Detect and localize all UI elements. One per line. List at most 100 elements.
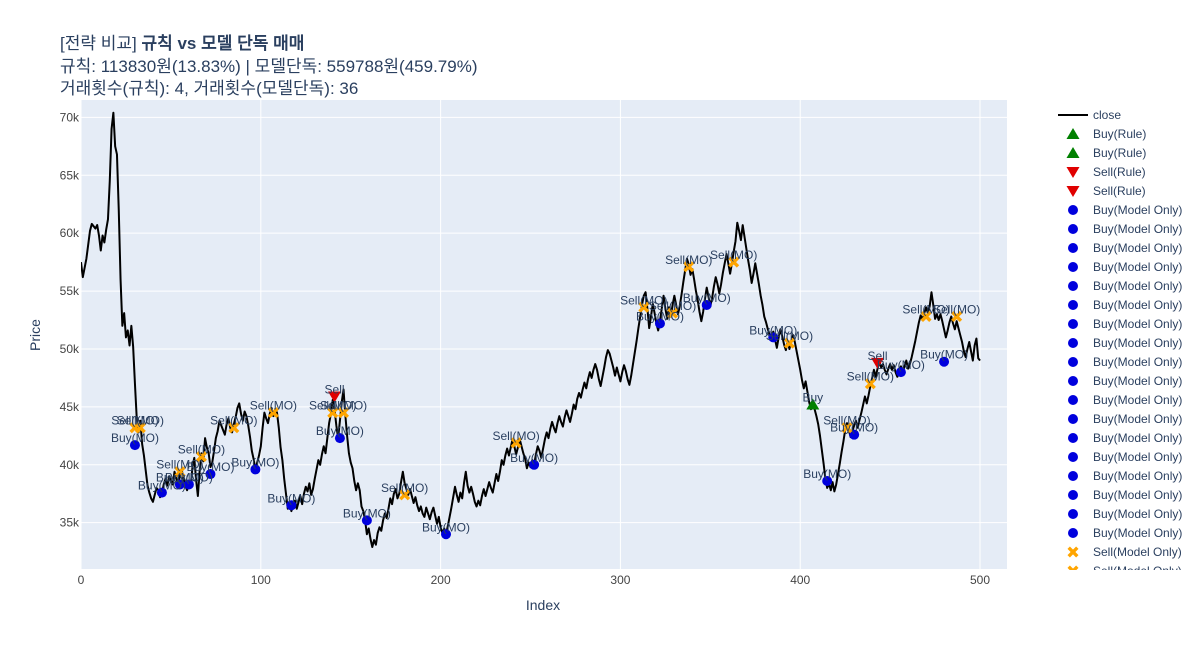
legend-symbol-buy-model (1068, 338, 1078, 348)
trade-marker-label: Buy(MO) (231, 455, 279, 469)
buy-model-marker (334, 433, 345, 444)
legend-item[interactable]: Buy(Model Only) (1068, 336, 1182, 350)
legend-label: Buy(Rule) (1093, 146, 1146, 160)
buy-model-marker (183, 479, 194, 490)
legend-label: Buy(Model Only) (1093, 241, 1182, 255)
trade-marker-label: Buy(MO) (138, 479, 186, 493)
legend-item[interactable]: Buy(Model Only) (1068, 431, 1182, 445)
y-tick-label: 55k (60, 284, 80, 298)
legend-item[interactable]: Buy(Model Only) (1068, 507, 1182, 521)
trade-marker-label: Buy(MO) (156, 470, 204, 484)
buy-model-marker (156, 487, 167, 498)
legend-label: Buy(Model Only) (1093, 260, 1182, 274)
trade-marker-label: Buy(MO) (422, 520, 470, 534)
legend-item[interactable]: Buy(Rule) (1066, 127, 1147, 141)
x-tick-label: 100 (251, 573, 271, 587)
legend-item[interactable]: Buy(Model Only) (1068, 374, 1182, 388)
buy-model-marker (768, 332, 779, 343)
legend-item[interactable]: Buy(Model Only) (1068, 279, 1182, 293)
legend-item[interactable]: Buy(Model Only) (1068, 393, 1182, 407)
legend: close Buy(Rule) Buy(Rule) Sell(Rule) Sell(Ru… (1058, 108, 1182, 578)
x-tick-label: 400 (790, 573, 810, 587)
legend-item[interactable]: Buy(Model Only) (1068, 241, 1182, 255)
legend-item[interactable]: Buy(Model Only) (1068, 469, 1182, 483)
buy-model-marker (654, 318, 665, 329)
legend-item[interactable]: Buy(Model Only) (1068, 260, 1182, 274)
legend-label: Buy(Model Only) (1093, 507, 1182, 521)
legend-label: Sell(Model Only) (1093, 545, 1182, 559)
buy-model-marker (895, 367, 906, 378)
legend-item[interactable]: Buy(Model Only) (1068, 355, 1182, 369)
legend-label: Buy(Model Only) (1093, 431, 1182, 445)
legend-item[interactable]: Buy(Model Only) (1068, 412, 1182, 426)
legend-symbol-sell-rule (1066, 186, 1080, 197)
sell-model-marker (951, 311, 963, 323)
legend-symbol-buy-model (1068, 243, 1078, 253)
legend-symbol-sell-model (1067, 565, 1079, 570)
x-tick-label: 500 (970, 573, 990, 587)
trade-marker-label: Sell(MO) (250, 399, 297, 413)
legend-symbol-buy-model (1068, 224, 1078, 234)
trade-marker-label: Sell(MO) (178, 443, 225, 457)
chart-title: [전략 비교] 규칙 vs 모델 단독 매매 (60, 33, 304, 53)
legend-item[interactable]: Buy(Model Only) (1068, 317, 1182, 331)
legend-label: Buy(Model Only) (1093, 279, 1182, 293)
legend-label: Buy(Model Only) (1093, 222, 1182, 236)
sell-model-marker (267, 407, 279, 419)
legend-symbol-buy-model (1068, 357, 1078, 367)
trade-marker-label: Sell(MO) (309, 399, 356, 413)
legend-item[interactable]: Buy(Model Only) (1068, 203, 1182, 217)
sell-model-marker (728, 256, 740, 268)
buy-model-marker (441, 529, 452, 540)
legend-item[interactable]: Sell(Model Only) (1067, 545, 1182, 559)
sell-model-marker (864, 378, 876, 390)
trade-marker-label: Buy(MO) (165, 470, 213, 484)
legend-item[interactable]: Buy(Rule) (1066, 146, 1147, 160)
legend-symbol-buy-model (1068, 281, 1078, 291)
legend-label: Buy(Model Only) (1093, 393, 1182, 407)
legend-item[interactable]: Sell(Rule) (1066, 184, 1146, 198)
legend-item[interactable]: Buy(Model Only) (1068, 298, 1182, 312)
grid-lines (80, 100, 1007, 569)
axis-ticks: 0 100 200 300 400 500 35k 40k 45k 50k 55k 60k 65k 70k (60, 110, 991, 587)
x-axis-title: Index (526, 597, 560, 613)
legend-symbol-buy-model (1068, 471, 1078, 481)
trade-marker-label: Sell(MO) (492, 429, 539, 443)
legend-label: Buy(Model Only) (1093, 469, 1182, 483)
legend-symbol-buy-model (1068, 300, 1078, 310)
legend-item[interactable]: Buy(Model Only) (1068, 526, 1182, 540)
legend-symbol-buy-model (1068, 205, 1078, 215)
sell-model-marker (638, 301, 650, 313)
buy-model-marker (822, 475, 833, 486)
sell-model-marker (195, 451, 207, 463)
trade-marker-label: Sell(MO) (210, 414, 257, 428)
trade-marker-label: Sell(MO) (902, 303, 949, 317)
legend-item[interactable]: Sell(Model Only) (1067, 564, 1182, 578)
trade-marker-label: Sell(MO) (823, 414, 870, 428)
legend-item[interactable]: Buy(Model Only) (1068, 222, 1182, 236)
legend-symbol-buy-model (1068, 262, 1078, 272)
buy-model-marker (286, 500, 297, 511)
legend-item[interactable]: Buy(Model Only) (1068, 488, 1182, 502)
trade-marker-label: Sell (325, 382, 345, 396)
legend-symbol-sell-model (1067, 546, 1079, 558)
legend-item[interactable]: Buy(Model Only) (1068, 450, 1182, 464)
trade-marker-label: Buy(MO) (920, 348, 968, 362)
trade-marker-label: Buy(MO) (343, 506, 391, 520)
buy-rule-marker (806, 398, 820, 410)
chart-title-prefix: [전략 비교] (60, 34, 141, 53)
trade-marker-label: Sell(MO) (710, 248, 757, 262)
legend-item[interactable]: Sell(Rule) (1066, 165, 1146, 179)
sell-rule-marker (871, 357, 885, 369)
trade-marker-label: Buy(MO) (636, 309, 684, 323)
sell-model-marker (841, 422, 853, 434)
trade-marker-label: Sell (868, 349, 888, 363)
legend-symbol-buy-rule (1066, 128, 1080, 139)
legend-label: Sell(Model Only) (1093, 564, 1182, 578)
plot-area (81, 100, 1007, 569)
legend-label: Buy(Model Only) (1093, 374, 1182, 388)
legend-label: Buy(Model Only) (1093, 355, 1182, 369)
legend-item[interactable]: close (1058, 108, 1121, 122)
sell-model-marker (399, 489, 411, 501)
